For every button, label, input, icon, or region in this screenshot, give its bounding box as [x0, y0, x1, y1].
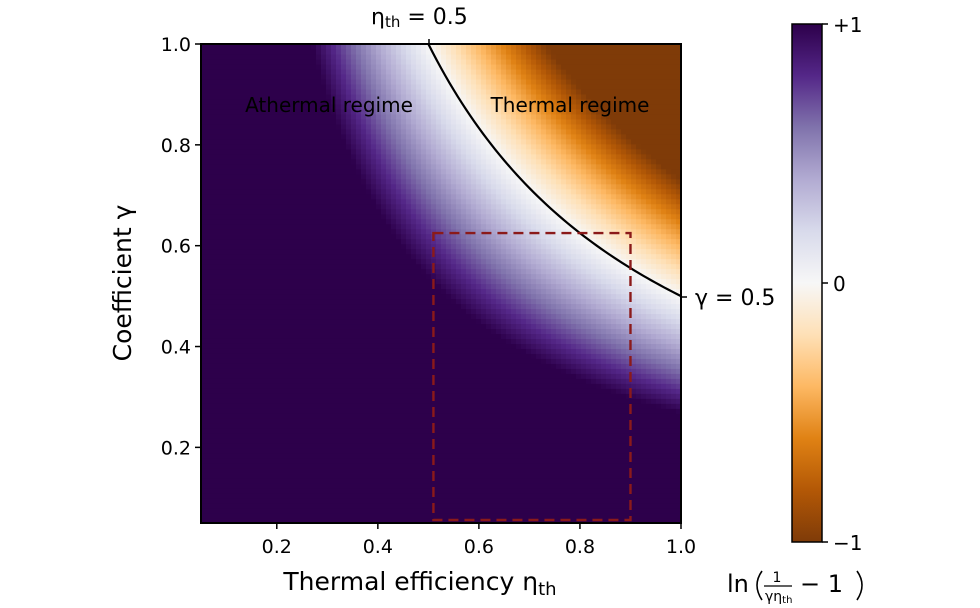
contour-label-right: γ = 0.5 — [695, 286, 775, 311]
colorbar-tick-mid: 0 — [833, 272, 846, 296]
x-tick-label: 0.8 — [565, 536, 595, 558]
contour-label-top: ηth = 0.5 — [371, 5, 468, 31]
y-tick-label: 0.8 — [161, 135, 191, 157]
x-axis: 0.2 0.4 0.6 0.8 1.0 — [262, 523, 696, 558]
y-tick-label: 0.4 — [161, 337, 191, 359]
x-tick-label: 0.2 — [262, 536, 292, 558]
plot-frame — [200, 43, 682, 524]
y-axis-label: Coefficient γ — [108, 204, 137, 361]
colorbar-tick-top: +1 — [833, 13, 862, 37]
colorbar-label: ln 1 γηth − 1 — [727, 570, 863, 606]
y-tick-label: 0.2 — [161, 437, 191, 459]
heatmap-field — [201, 44, 681, 523]
x-tick-label: 0.4 — [363, 536, 393, 558]
contour-line — [427, 44, 681, 298]
annotation-thermal: Thermal regime — [490, 93, 650, 117]
y-axis: 0.2 0.4 0.6 0.8 1.0 — [161, 34, 201, 459]
x-axis-label: Thermal efficiency ηth — [282, 567, 556, 600]
x-tick-label: 0.6 — [464, 536, 494, 558]
x-tick-label: 1.0 — [666, 536, 696, 558]
highlight-box — [432, 231, 632, 522]
y-tick-label: 1.0 — [161, 34, 191, 56]
y-tick-label: 0.6 — [161, 236, 191, 258]
colorbar-gradient — [791, 23, 823, 543]
colorbar: +1 0 −1 ln 1 γηth − 1 — [727, 13, 863, 606]
colorbar-tick-bottom: −1 — [833, 531, 862, 555]
annotation-athermal: Athermal regime — [245, 93, 413, 117]
